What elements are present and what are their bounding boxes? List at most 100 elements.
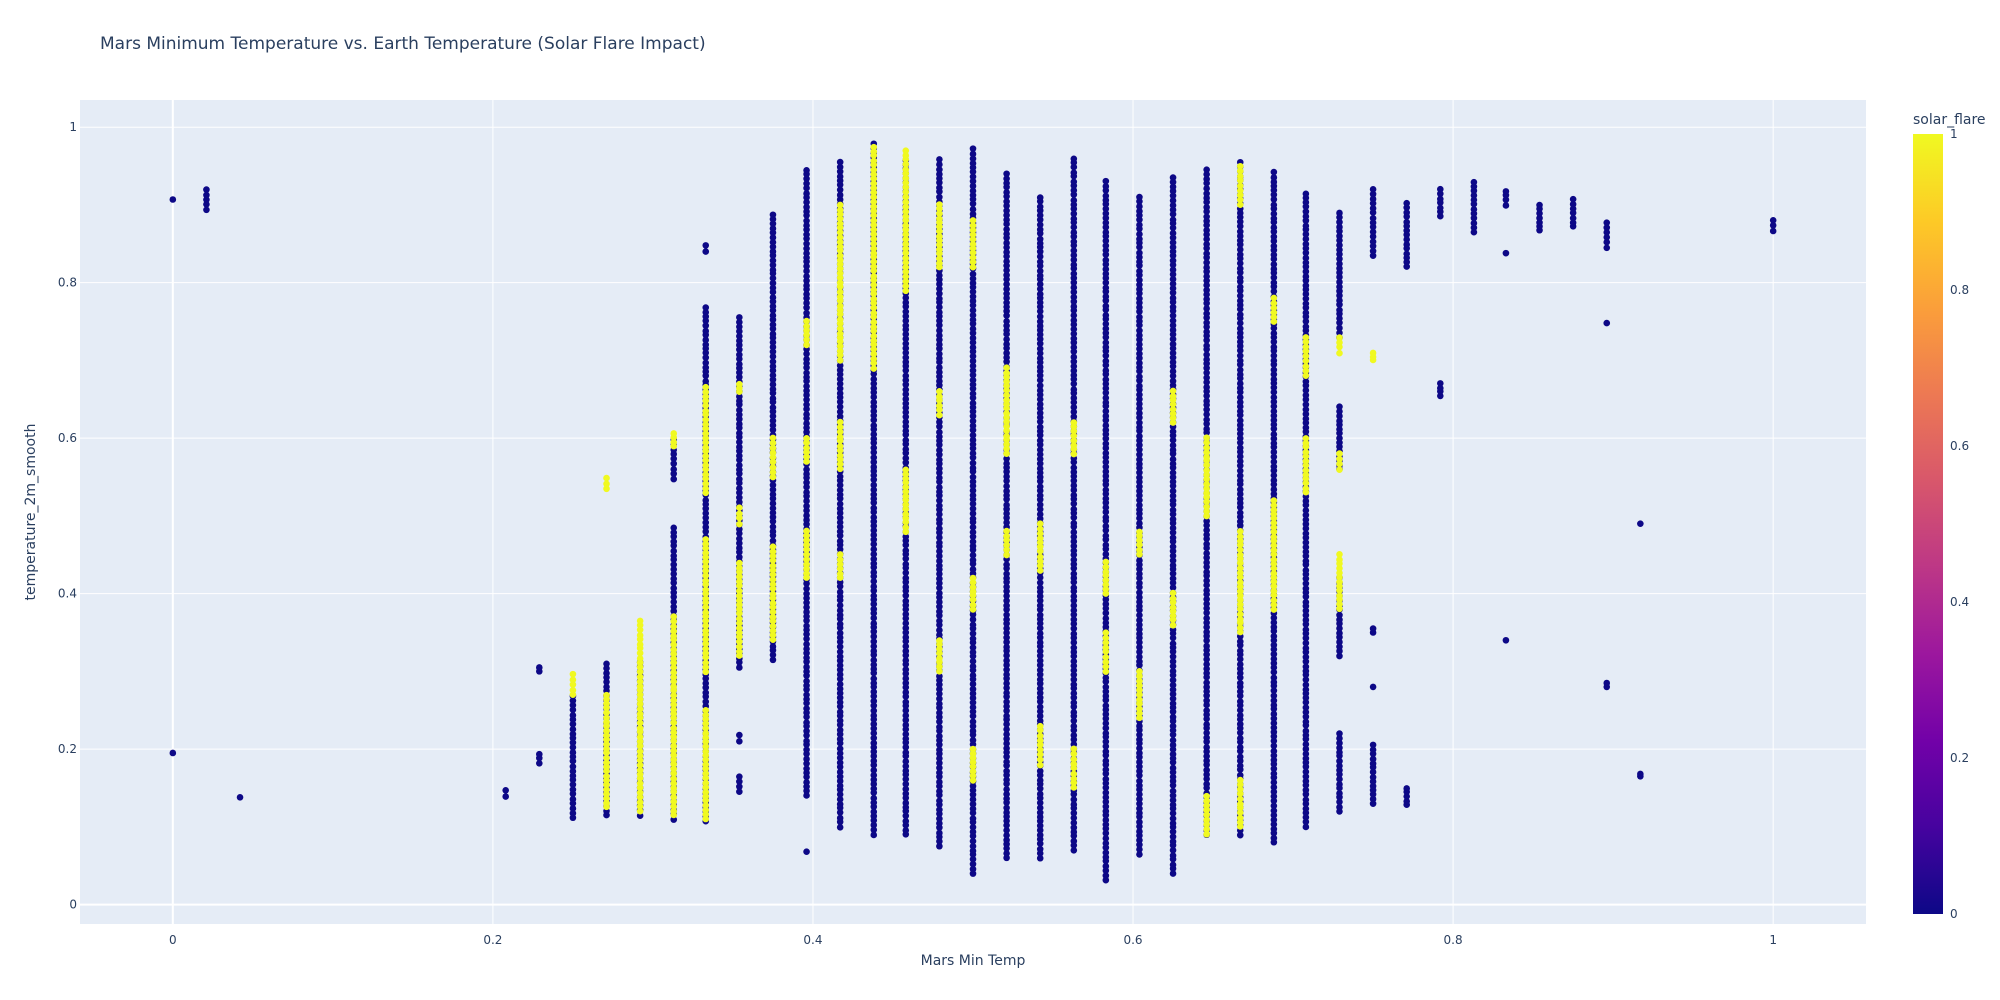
data-column <box>569 670 577 822</box>
data-point <box>1136 258 1143 266</box>
data-point <box>1003 638 1010 646</box>
data-point <box>1036 804 1044 812</box>
data-point <box>769 576 777 583</box>
data-point <box>769 312 777 319</box>
data-point <box>670 669 678 676</box>
data-point <box>1203 453 1210 461</box>
data-point <box>1336 403 1343 410</box>
data-point <box>1136 193 1143 201</box>
data-point <box>1003 592 1010 600</box>
data-point <box>1136 782 1143 789</box>
data-point <box>1302 424 1310 432</box>
data-point <box>902 335 910 343</box>
data-point <box>1070 344 1078 351</box>
data-point <box>1302 686 1310 694</box>
data-point <box>969 450 977 457</box>
data-point <box>1003 349 1010 357</box>
data-column <box>702 242 710 825</box>
data-point <box>1036 737 1044 744</box>
data-point <box>1336 781 1343 788</box>
data-point <box>1070 303 1078 310</box>
data-point <box>902 427 910 435</box>
data-point <box>1336 278 1343 286</box>
data-point <box>1102 876 1110 884</box>
data-point <box>1336 744 1343 752</box>
data-point <box>736 351 743 359</box>
data-column <box>1536 201 1543 234</box>
data-point <box>803 396 810 404</box>
x-axis-label: Mars Min Temp <box>921 953 1026 969</box>
data-point <box>1270 294 1278 302</box>
data-point <box>1302 372 1310 380</box>
data-point <box>1236 809 1244 816</box>
data-point <box>902 643 910 650</box>
data-point <box>1369 755 1377 763</box>
data-point <box>936 332 943 339</box>
data-point <box>1003 546 1010 554</box>
data-point <box>1003 551 1010 559</box>
data-point <box>1036 226 1044 233</box>
data-point <box>769 257 777 264</box>
data-point <box>1203 259 1210 266</box>
data-point <box>870 642 878 650</box>
data-point <box>1070 824 1078 831</box>
data-point <box>1070 223 1078 231</box>
data-point <box>1236 661 1244 668</box>
data-column <box>1203 166 1210 839</box>
data-point <box>1403 793 1410 800</box>
data-point <box>736 461 743 469</box>
data-point <box>1102 609 1110 617</box>
data-point <box>936 428 943 436</box>
data-point <box>1070 270 1078 278</box>
data-point <box>1070 408 1078 416</box>
data-point <box>1270 587 1278 595</box>
data-point <box>1236 495 1244 503</box>
data-point <box>969 644 977 651</box>
data-point <box>836 357 844 364</box>
data-point <box>1336 790 1343 797</box>
data-point <box>803 760 810 767</box>
data-point <box>1036 335 1044 343</box>
data-point <box>1270 668 1278 676</box>
data-point <box>803 420 810 427</box>
data-point <box>736 443 743 451</box>
data-point <box>1203 811 1210 819</box>
data-point <box>1369 205 1377 212</box>
data-point <box>702 698 710 706</box>
data-point <box>1302 439 1310 447</box>
data-point <box>870 230 878 238</box>
data-point <box>1169 604 1177 611</box>
data-point <box>803 691 810 699</box>
data-point <box>1036 756 1044 763</box>
data-point <box>1270 614 1278 622</box>
data-point <box>1203 471 1210 479</box>
data-point <box>502 786 509 794</box>
data-point <box>1036 280 1044 288</box>
data-point <box>1203 614 1210 622</box>
data-point <box>1302 557 1310 565</box>
data-point <box>836 750 844 757</box>
data-point <box>1102 183 1110 190</box>
data-point <box>1136 731 1143 739</box>
data-point <box>936 303 943 311</box>
data-point <box>836 403 844 411</box>
data-point <box>936 655 943 662</box>
data-point <box>1169 713 1177 721</box>
data-point <box>936 547 943 555</box>
data-point <box>1070 215 1078 223</box>
data-point <box>636 807 644 815</box>
data-point <box>1236 762 1244 770</box>
data-point <box>1270 719 1278 727</box>
data-point <box>1236 371 1244 378</box>
data-point <box>1003 689 1010 697</box>
data-point <box>1169 524 1177 532</box>
data-point <box>1003 698 1010 706</box>
data-point <box>1236 380 1244 387</box>
data-point <box>1203 498 1210 505</box>
data-point <box>1270 793 1278 800</box>
data-point <box>636 798 644 806</box>
data-point <box>1003 611 1010 619</box>
data-point <box>836 269 844 277</box>
data-point <box>1270 168 1278 176</box>
data-point <box>836 228 844 236</box>
